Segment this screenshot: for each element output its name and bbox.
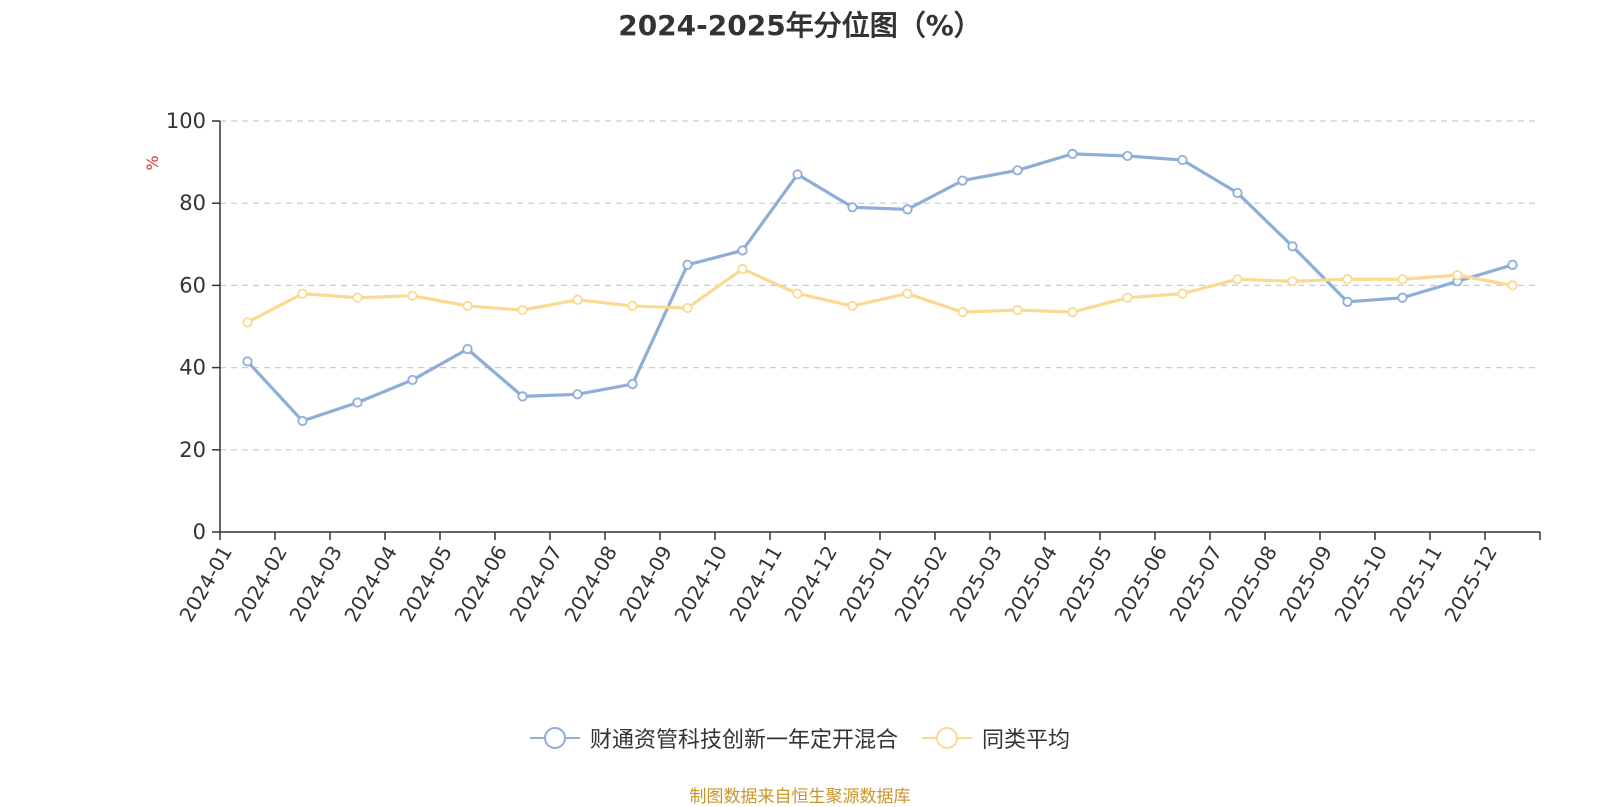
series-lines [242,148,1518,427]
y-tick-label: 60 [179,273,206,297]
legend-circle [936,727,958,749]
x-tick-label: 2024-02 [229,542,292,626]
series-line [245,267,1515,324]
source-note: 制图数据来自恒生聚源数据库 [689,787,911,807]
chart-title: 2024-2025年分位图（%） [618,9,982,42]
data-point [352,397,363,408]
data-point [352,292,363,303]
legend: 财通资管科技创新一年定开混合 同类平均 [0,722,1600,754]
x-tick-label: 2024-11 [724,542,787,626]
data-point [627,378,638,390]
data-point [517,391,528,402]
series-line [245,152,1515,423]
data-point [462,344,473,355]
data-point [682,302,693,314]
legend-label: 财通资管科技创新一年定开混合 [589,728,898,753]
x-tick-label: 2025-09 [1274,542,1337,626]
x-tick-label: 2025-05 [1054,542,1117,626]
data-point [847,202,858,213]
data-point [1012,165,1023,176]
x-tick-label: 2024-01 [174,542,237,626]
data-point [1122,150,1133,162]
data-point [242,356,253,367]
x-tick-label: 2025-02 [889,542,952,626]
data-point [1232,187,1243,199]
data-point [462,300,473,312]
x-tick-label: 2025-03 [944,542,1007,626]
data-point [957,175,968,186]
x-tick-label: 2025-08 [1219,542,1282,626]
legend-marker-icon [922,727,972,749]
data-point [1067,148,1078,159]
data-point [242,317,253,328]
y-tick-label: 100 [166,109,206,133]
x-tick-label: 2025-12 [1439,542,1502,626]
y-tick-label: 0 [193,520,206,544]
data-point [407,290,418,301]
x-tick-label: 2024-07 [504,542,567,626]
data-point [1012,304,1023,316]
data-point [1507,280,1518,291]
x-tick-label: 2024-04 [339,542,402,626]
x-tick-label: 2024-12 [779,542,842,626]
data-point [902,288,913,299]
y-axis-title: % [143,155,162,170]
data-point [792,169,803,180]
x-tick-label: 2024-10 [669,542,732,626]
data-point [1507,259,1518,270]
data-point [1397,292,1408,303]
data-point [627,300,638,312]
x-tick-label: 2024-09 [614,542,677,626]
data-point [792,288,803,299]
x-tick-label: 2024-06 [449,542,512,626]
legend-item[interactable]: 同类平均 [922,722,1070,754]
data-point [1122,292,1133,303]
data-point [297,415,308,427]
y-tick-label: 80 [179,191,206,215]
data-point [847,300,858,312]
data-point [517,304,528,316]
data-point [1287,241,1298,252]
x-tick-label: 2025-10 [1329,542,1392,626]
x-tick-label: 2025-07 [1164,542,1227,626]
data-point [1177,154,1188,166]
x-tick-label: 2024-05 [394,542,457,626]
data-point [902,204,913,215]
legend-marker-icon [529,727,580,749]
data-point [1397,274,1408,285]
data-point [572,294,583,305]
legend-item[interactable]: 财通资管科技创新一年定开混合 [529,722,898,754]
data-point [297,288,308,299]
data-point [1342,296,1353,307]
data-point [1067,307,1078,318]
x-tick-label: 2024-03 [284,542,347,626]
data-point [1452,270,1463,281]
legend-label: 同类平均 [982,728,1071,753]
data-point [682,259,693,270]
x-tick-label: 2025-11 [1384,542,1447,626]
x-tick-label: 2024-08 [559,542,622,626]
data-point [1342,274,1353,285]
data-point [572,389,583,400]
data-point [1287,276,1298,287]
data-point [1177,288,1188,299]
x-tick-label: 2025-04 [999,542,1062,626]
grid-lines [220,120,1540,451]
y-tick-label: 20 [179,438,206,462]
data-point [737,263,748,275]
data-point [1232,274,1243,285]
x-tick-label: 2025-01 [834,542,897,626]
x-tick-label: 2025-06 [1109,542,1172,626]
y-tick-label: 40 [179,356,206,380]
data-point [407,374,418,386]
data-point [957,307,968,318]
legend-circle [543,727,566,749]
data-point [737,245,748,256]
